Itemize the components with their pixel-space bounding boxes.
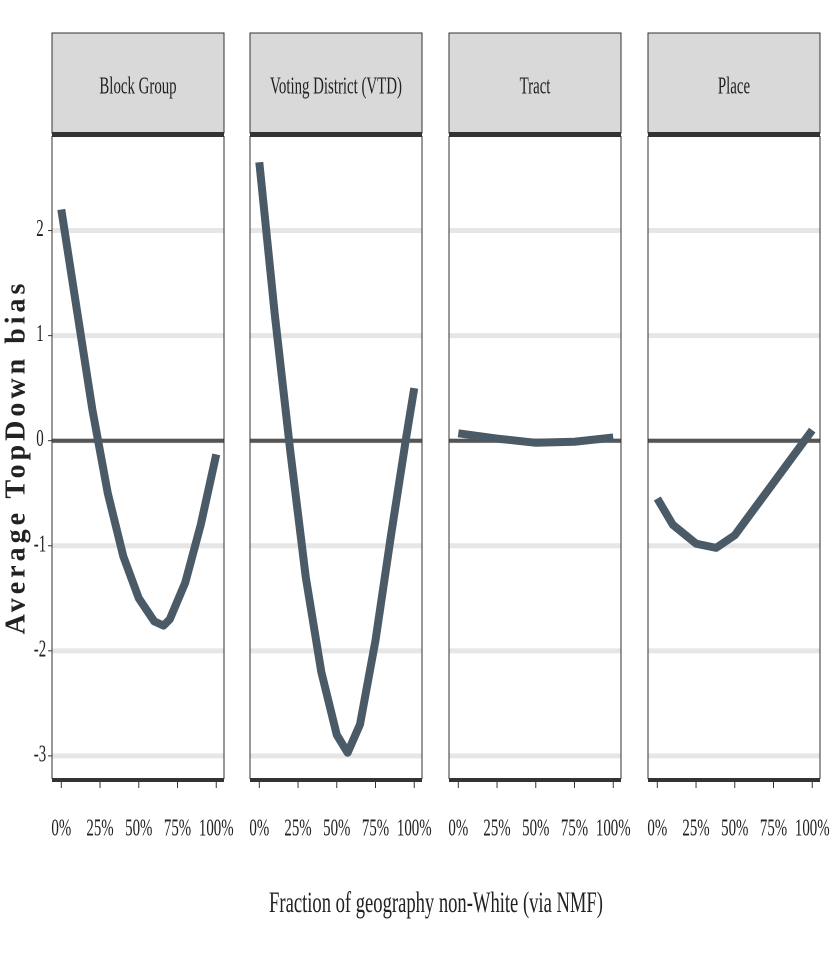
strip-border bbox=[52, 132, 224, 137]
facet-title: Voting District (VTD) bbox=[270, 73, 402, 99]
y-axis-title: Average TopDown bias bbox=[0, 280, 31, 635]
y-tick-label: -2 bbox=[34, 636, 46, 662]
data-line bbox=[457, 429, 614, 447]
x-tick-label: 25% bbox=[284, 815, 311, 841]
facet-strip bbox=[448, 32, 622, 134]
x-tick-label: 75% bbox=[164, 815, 191, 841]
x-tick-label: 0% bbox=[51, 815, 71, 841]
x-tick-label: 50% bbox=[721, 815, 748, 841]
x-tick-label: 100% bbox=[397, 815, 432, 841]
x-tick-label: 50% bbox=[125, 815, 152, 841]
x-tick-label: 50% bbox=[323, 815, 350, 841]
strip-border bbox=[648, 132, 820, 137]
x-tick-label: 50% bbox=[522, 815, 549, 841]
x-tick-label: 75% bbox=[561, 815, 588, 841]
y-tick-label: 2 bbox=[36, 216, 43, 242]
strip-border bbox=[449, 132, 621, 137]
facet-title: Tract bbox=[520, 73, 551, 99]
x-tick-label: 0% bbox=[647, 815, 667, 841]
x-tick-label: 75% bbox=[362, 815, 389, 841]
y-tick-label: -1 bbox=[34, 531, 46, 557]
x-tick-label: 75% bbox=[760, 815, 787, 841]
facet-strip bbox=[647, 32, 821, 134]
y-tick-label: -3 bbox=[34, 741, 46, 767]
x-tick-label: 25% bbox=[86, 815, 113, 841]
x-tick-label: 25% bbox=[483, 815, 510, 841]
x-tick-label: 100% bbox=[199, 815, 234, 841]
x-tick-label: 0% bbox=[249, 815, 269, 841]
x-axis-title: Fraction of geography non-White (via NMF… bbox=[269, 887, 603, 919]
x-tick-label: 100% bbox=[795, 815, 830, 841]
x-tick-label: 25% bbox=[682, 815, 709, 841]
data-line bbox=[255, 161, 419, 757]
x-tick-label: 0% bbox=[448, 815, 468, 841]
data-line bbox=[57, 208, 221, 630]
x-tick-label: 100% bbox=[596, 815, 631, 841]
facet-title: Place bbox=[718, 73, 750, 99]
facet-title: Block Group bbox=[99, 73, 176, 99]
facet-strip bbox=[249, 32, 423, 134]
strip-border bbox=[250, 132, 422, 137]
y-tick-label: 0 bbox=[36, 426, 43, 452]
y-tick-label: 1 bbox=[36, 321, 43, 347]
facet-strip bbox=[51, 32, 225, 134]
data-line bbox=[653, 427, 816, 552]
